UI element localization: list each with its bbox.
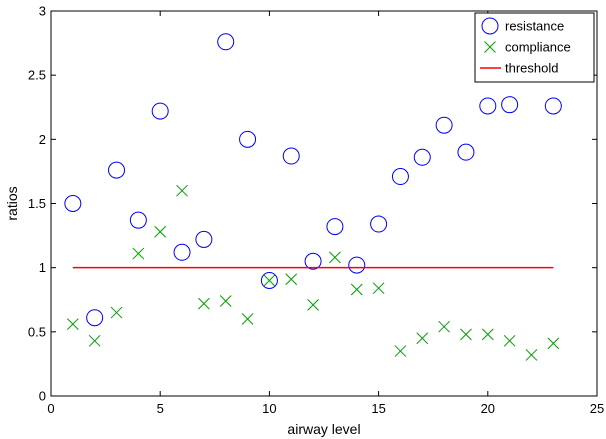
compliance-point xyxy=(307,299,319,311)
x-tick-label: 0 xyxy=(47,401,54,416)
compliance-point xyxy=(329,251,341,264)
y-tick-label: 0 xyxy=(39,389,46,404)
resistance-point xyxy=(173,243,191,261)
compliance-point xyxy=(525,349,538,361)
y-tick-label: 2 xyxy=(39,132,46,147)
y-tick-label: 3 xyxy=(39,4,46,19)
resistance-point xyxy=(435,116,453,134)
compliance-point xyxy=(176,184,188,197)
resistance-point xyxy=(304,252,322,270)
compliance-point xyxy=(372,282,385,295)
resistance-point xyxy=(391,168,409,186)
resistance-point xyxy=(239,130,257,148)
compliance-point xyxy=(503,334,516,347)
x-tick-label: 25 xyxy=(590,401,604,416)
legend-swatch xyxy=(484,41,496,53)
legend: resistance compliance threshold xyxy=(474,12,595,83)
compliance-point xyxy=(198,297,210,310)
legend-item-threshold: threshold xyxy=(480,61,558,76)
resistance-point xyxy=(501,96,519,114)
resistance-point xyxy=(348,256,366,274)
resistance-point xyxy=(195,230,213,248)
compliance-point xyxy=(66,318,79,330)
compliance-point xyxy=(460,328,472,341)
resistance-point xyxy=(151,102,169,120)
y-axis-label: ratios xyxy=(4,186,20,220)
compliance-point xyxy=(438,320,450,333)
resistance-point xyxy=(326,218,344,236)
compliance-point xyxy=(154,225,167,238)
compliance-point xyxy=(263,274,276,287)
resistance-point xyxy=(260,272,278,289)
resistance-point xyxy=(457,143,475,161)
y-tick-label: 0.5 xyxy=(28,324,46,339)
x-axis-label: airway level xyxy=(287,421,360,437)
data-marks xyxy=(64,33,562,361)
y-tick-label: 1.5 xyxy=(28,196,46,211)
resistance-point xyxy=(129,211,147,229)
compliance-point xyxy=(416,332,429,345)
legend-label: resistance xyxy=(505,19,564,34)
compliance-point xyxy=(110,306,123,319)
legend-swatch xyxy=(481,17,499,35)
compliance-point xyxy=(132,247,145,260)
x-tick-label: 20 xyxy=(481,401,495,416)
resistance-point xyxy=(282,147,300,165)
resistance-point xyxy=(86,309,104,327)
legend-item-resistance: resistance xyxy=(481,17,564,35)
series-compliance xyxy=(66,184,560,361)
compliance-point xyxy=(394,345,407,357)
compliance-point xyxy=(547,337,560,350)
x-tick-label: 15 xyxy=(371,401,385,416)
resistance-point xyxy=(479,97,497,115)
compliance-point xyxy=(350,283,363,296)
resistance-point xyxy=(64,195,82,212)
legend-box xyxy=(474,12,595,83)
y-tick-label: 1 xyxy=(39,260,46,275)
compliance-point xyxy=(88,334,101,347)
x-tick-label: 5 xyxy=(157,401,164,416)
y-tick-label: 2.5 xyxy=(28,68,46,83)
resistance-point xyxy=(544,97,562,115)
compliance-point xyxy=(241,313,254,325)
legend-item-compliance: compliance xyxy=(484,40,571,55)
resistance-point xyxy=(370,215,388,233)
series-resistance xyxy=(64,33,562,327)
legend-label: compliance xyxy=(505,40,571,55)
compliance-point xyxy=(219,295,232,307)
x-tick-label: 10 xyxy=(262,401,276,416)
resistance-point xyxy=(108,161,126,179)
resistance-point xyxy=(217,33,235,51)
compliance-point xyxy=(481,328,494,341)
compliance-point xyxy=(285,273,298,286)
legend-label: threshold xyxy=(505,61,558,76)
resistance-point xyxy=(413,148,431,166)
